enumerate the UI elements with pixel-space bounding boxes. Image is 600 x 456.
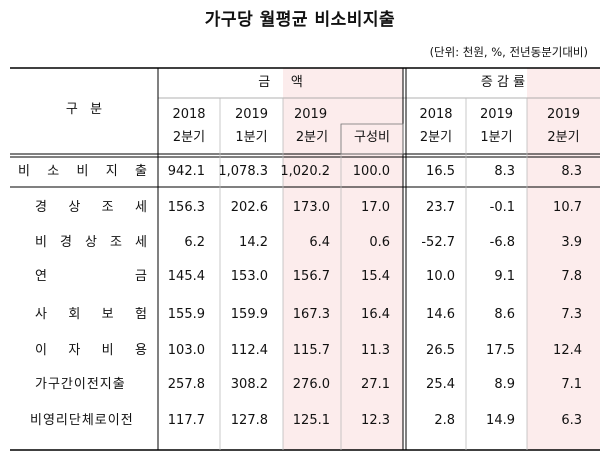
table-cell: 12.3 [361, 413, 390, 428]
table-cell: 103.0 [167, 343, 205, 358]
table-cell: 23.7 [426, 200, 455, 215]
table-cell: 15.4 [361, 269, 390, 284]
row-label: 이 자 비 용 [35, 343, 148, 358]
table-cell: 2.8 [434, 413, 455, 428]
table-cell: 156.7 [292, 269, 330, 284]
amount-col-year: 2019 [294, 107, 328, 122]
table-cell: 202.6 [230, 200, 268, 215]
change-col-quarter: 1분기 [480, 130, 513, 145]
table-cell: 17.0 [361, 200, 390, 215]
table-cell: 153.0 [230, 269, 268, 284]
table-cell: 14.2 [239, 235, 268, 250]
table-cell: 156.3 [167, 200, 205, 215]
table-cell: 155.9 [167, 307, 205, 322]
table-cell: 11.3 [361, 343, 390, 358]
table-cell: 942.1 [167, 164, 205, 179]
table-cell: 0.6 [369, 235, 390, 250]
table-cell: 100.0 [352, 164, 390, 179]
table-cell: 26.5 [426, 343, 455, 358]
amount-col-quarter: 2분기 [295, 130, 329, 145]
row-label: 비 경 상 조 세 [35, 235, 148, 250]
table-cell: 10.0 [426, 269, 455, 284]
amount-col-quarter: 1분기 [235, 130, 268, 145]
table-cell: 17.5 [486, 343, 515, 358]
table-cell: 125.1 [292, 413, 330, 428]
table-cell: 7.8 [561, 269, 582, 284]
table-cell: 8.3 [561, 164, 582, 179]
table-cell: 308.2 [230, 377, 268, 392]
table-cell: 16.5 [426, 164, 455, 179]
amount-col-year: 2019 [234, 107, 269, 122]
table-cell: -0.1 [489, 200, 515, 215]
amount-col-quarter: 2분기 [172, 130, 206, 145]
table-cell: 16.4 [361, 307, 390, 322]
table-cell: 145.4 [167, 269, 205, 284]
change-col-quarter: 2분기 [547, 130, 580, 145]
table-cell: 115.7 [292, 343, 330, 358]
table-cell: 14.9 [486, 413, 515, 428]
table-cell: 117.7 [167, 413, 205, 428]
table-cell: 25.4 [426, 377, 455, 392]
table-cell: 112.4 [230, 343, 268, 358]
table-cell: 127.8 [230, 413, 268, 428]
table-cell: 3.9 [561, 235, 582, 250]
table-cell: 27.1 [361, 377, 390, 392]
table-cell: 1,020.2 [280, 164, 330, 179]
table-cell: 7.3 [561, 307, 582, 322]
unit-note: (단위: 천원, %, 전년동분기대비) [429, 45, 588, 59]
table-cell: 8.9 [494, 377, 515, 392]
table-cell: 14.6 [426, 307, 455, 322]
table-cell: 167.3 [292, 307, 330, 322]
change-col-year: 2019 [546, 107, 581, 122]
row-label: 비영리단체로이전 [30, 413, 134, 428]
table-cell: 6.2 [184, 235, 205, 250]
change-col-year: 2019 [479, 107, 514, 122]
table-cell: 12.4 [553, 343, 582, 358]
table-cell: 9.1 [494, 269, 515, 284]
change-col-year: 2018 [419, 107, 453, 122]
table-title: 가구당 월평균 비소비지출 [204, 10, 396, 30]
table-cell: 7.1 [561, 377, 582, 392]
amount-group-header: 금 액 [258, 75, 303, 90]
table-cell: 8.6 [494, 307, 515, 322]
table-cell: 173.0 [292, 200, 330, 215]
share-col-header: 구성비 [354, 130, 390, 145]
row-label: 비 소 비 지 출 [18, 164, 148, 179]
table-cell: 159.9 [230, 307, 268, 322]
table-cell: 6.3 [561, 413, 582, 428]
highlight-change-2019q2 [527, 68, 600, 450]
table-cell: -52.7 [421, 235, 455, 250]
change-col-quarter: 2분기 [419, 130, 453, 145]
category-header: 구 분 [65, 102, 103, 117]
table-cell: 8.3 [494, 164, 515, 179]
amount-col-year: 2018 [172, 107, 206, 122]
change-group-header: 증 감 률 [480, 75, 526, 90]
highlight-amount-2019q2 [283, 68, 403, 450]
table-cell: 276.0 [292, 377, 330, 392]
row-label: 연 금 [35, 269, 148, 284]
share-header-box [340, 123, 404, 155]
table-cell: 1,078.3 [218, 164, 268, 179]
table-cell: -6.8 [489, 235, 515, 250]
row-label: 가구간이전지출 [35, 377, 126, 392]
row-label: 경 상 조 세 [35, 200, 148, 215]
table-cell: 257.8 [167, 377, 205, 392]
table-cell: 10.7 [553, 200, 582, 215]
table-cell: 6.4 [309, 235, 330, 250]
row-label: 사 회 보 험 [35, 307, 148, 322]
